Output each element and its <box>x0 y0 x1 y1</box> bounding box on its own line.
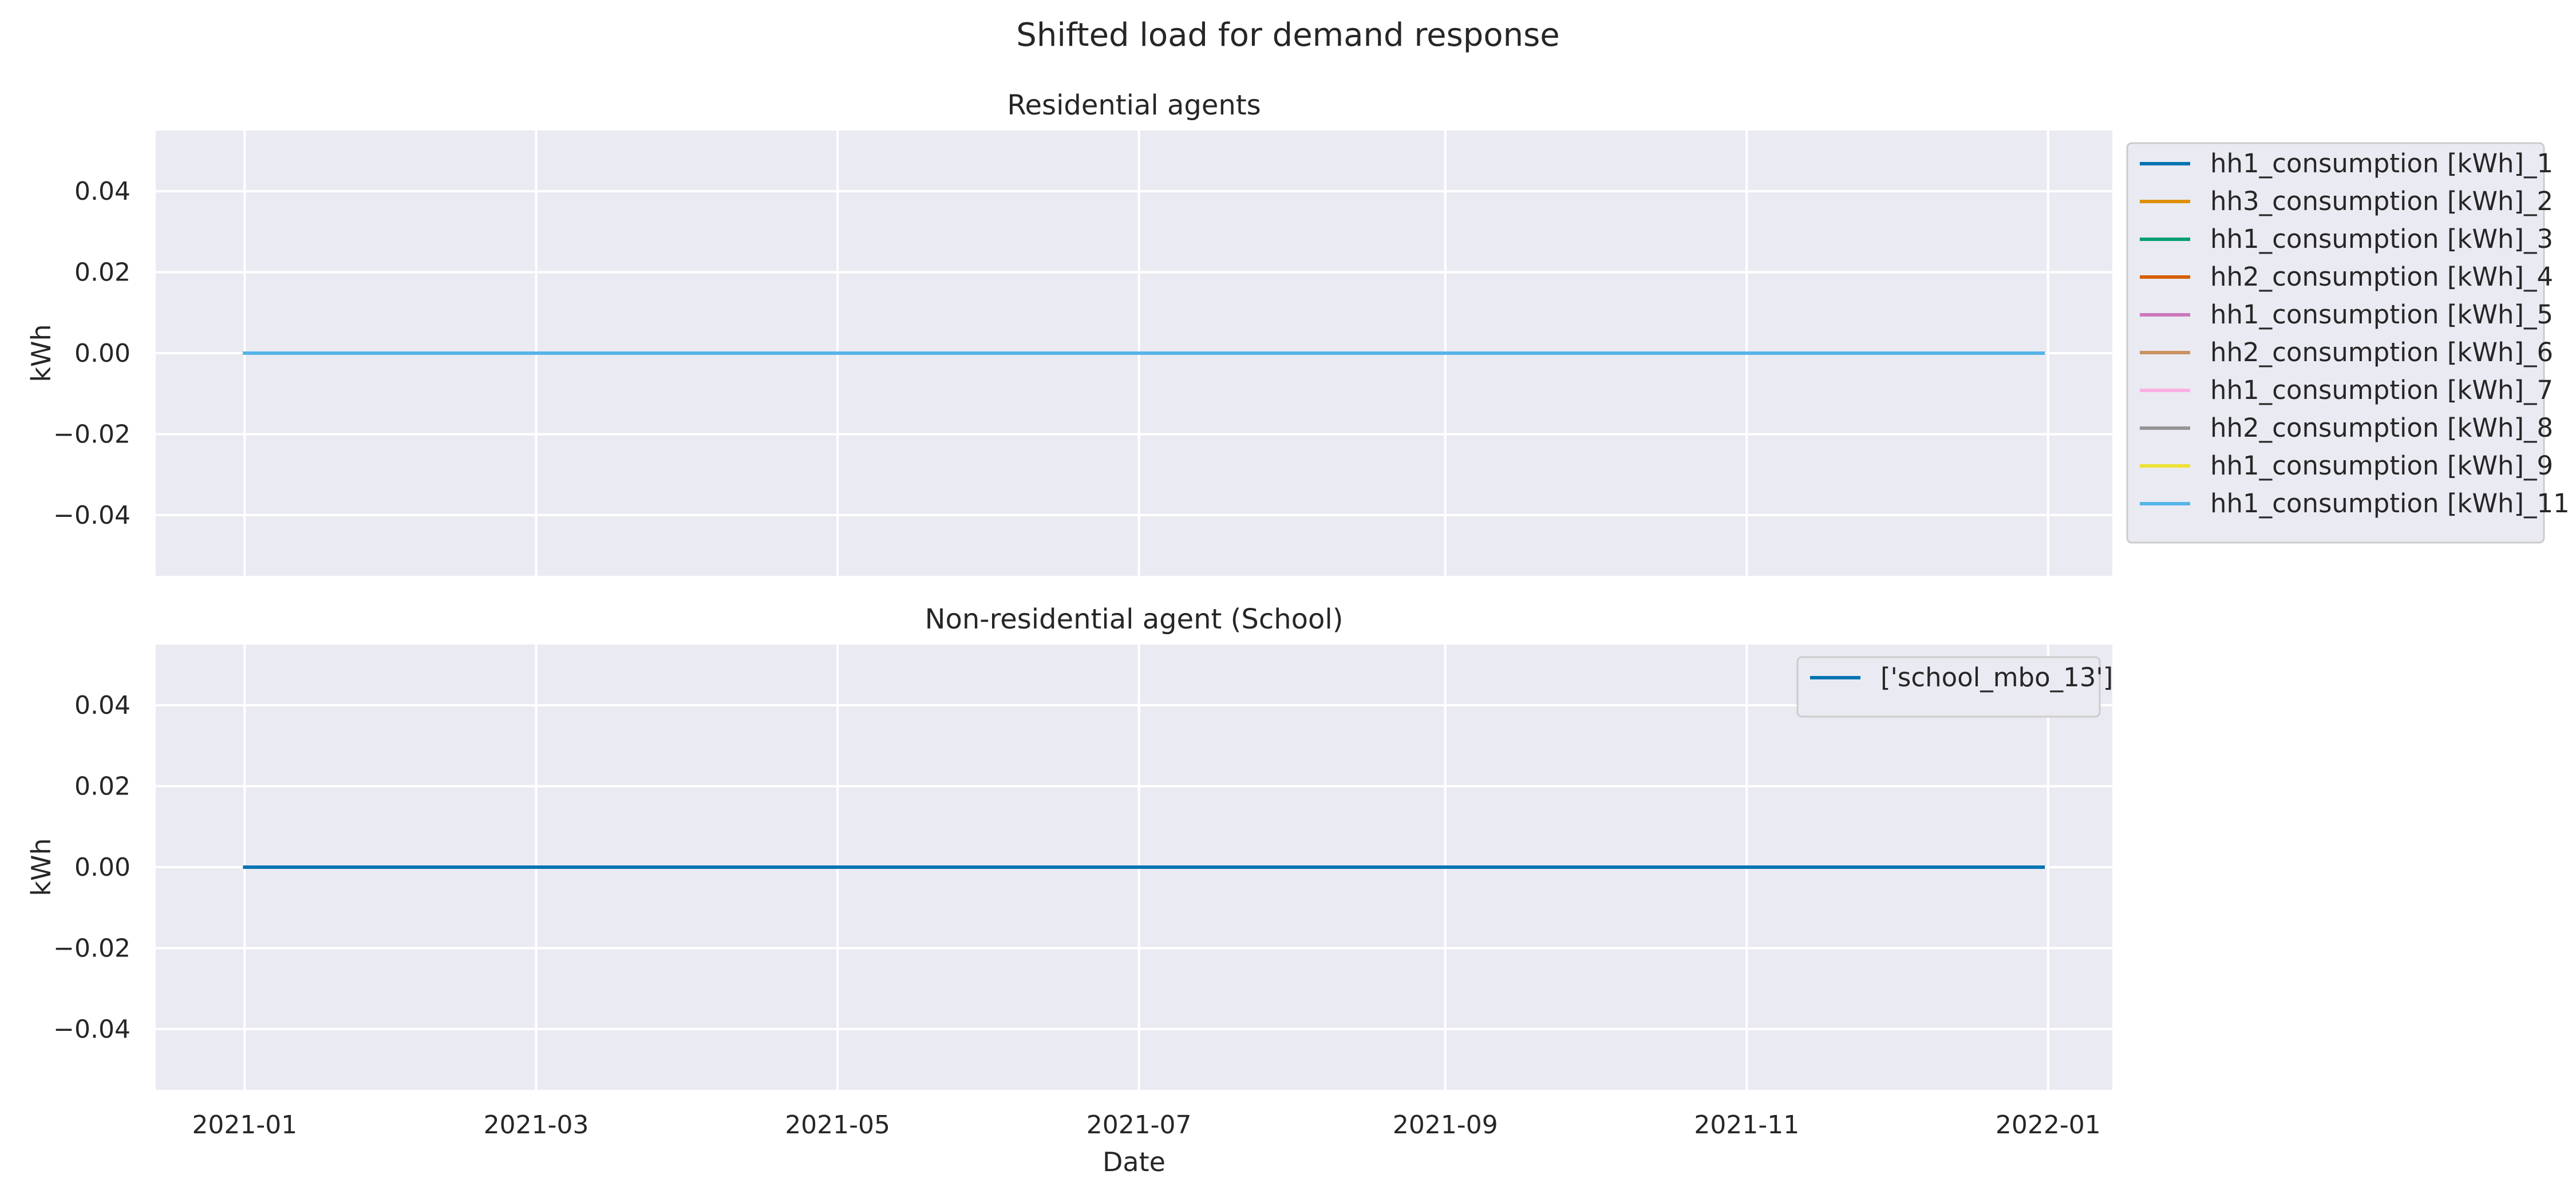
legend-box <box>2126 142 2545 544</box>
axes-panel-2: −0.04 −0.02 0.00 0.02 0.04 2021-01 2021-03 2021… <box>26 603 2113 1177</box>
x-axis-label: Date <box>1103 1146 1165 1177</box>
x-tick-label: 2022-01 <box>1996 1110 2101 1140</box>
x-tick-label: 2021-11 <box>1694 1110 1799 1140</box>
y-tick-label: −0.02 <box>53 934 131 963</box>
legend: ['school_mbo_13'] <box>1796 656 2113 718</box>
x-tick-label: 2021-05 <box>785 1110 890 1140</box>
y-axis-label: kWh <box>26 324 57 382</box>
legend-label: hh1_consumption [kWh]_11 <box>2210 488 2570 519</box>
y-tick-label: −0.02 <box>53 420 131 449</box>
legend: hh1_consumption [kWh]_1 hh3_consumption [… <box>2126 142 2570 544</box>
axes-title: Residential agents <box>1007 89 1261 121</box>
figure-title: Shifted load for demand response <box>1016 17 1559 54</box>
y-tick-label: 0.00 <box>74 853 131 882</box>
legend-label: hh1_consumption [kWh]_3 <box>2210 224 2553 254</box>
y-tick-label: 0.04 <box>74 691 131 720</box>
y-tick-label: 0.04 <box>74 177 131 206</box>
y-tick-label: −0.04 <box>53 1015 131 1044</box>
legend-label: hh2_consumption [kWh]_4 <box>2210 262 2553 292</box>
legend-label: hh1_consumption [kWh]_5 <box>2210 299 2553 330</box>
legend-label: hh2_consumption [kWh]_6 <box>2210 337 2553 367</box>
x-tick-label: 2021-03 <box>484 1110 589 1140</box>
axes-panel-1: −0.04 −0.02 0.00 0.02 0.04 Residential agents… <box>26 89 2570 576</box>
y-tick-label: 0.00 <box>74 339 131 368</box>
x-tick-label: 2021-09 <box>1393 1110 1498 1140</box>
legend-box <box>1796 656 2101 718</box>
legend-label: hh1_consumption [kWh]_1 <box>2210 148 2553 179</box>
y-tick-label: −0.04 <box>53 501 131 530</box>
legend-label: ['school_mbo_13'] <box>1880 662 2113 693</box>
legend-label: hh2_consumption [kWh]_8 <box>2210 413 2553 443</box>
y-tick-label: 0.02 <box>74 772 131 801</box>
legend-label: hh1_consumption [kWh]_9 <box>2210 450 2553 481</box>
y-tick-label: 0.02 <box>74 258 131 287</box>
y-axis-label: kWh <box>26 838 57 896</box>
x-tick-label: 2021-07 <box>1086 1110 1192 1140</box>
x-tick-label: 2021-01 <box>192 1110 297 1140</box>
legend-label: hh1_consumption [kWh]_7 <box>2210 375 2553 405</box>
legend-label: hh3_consumption [kWh]_2 <box>2210 186 2553 216</box>
axes-title: Non-residential agent (School) <box>925 603 1344 635</box>
